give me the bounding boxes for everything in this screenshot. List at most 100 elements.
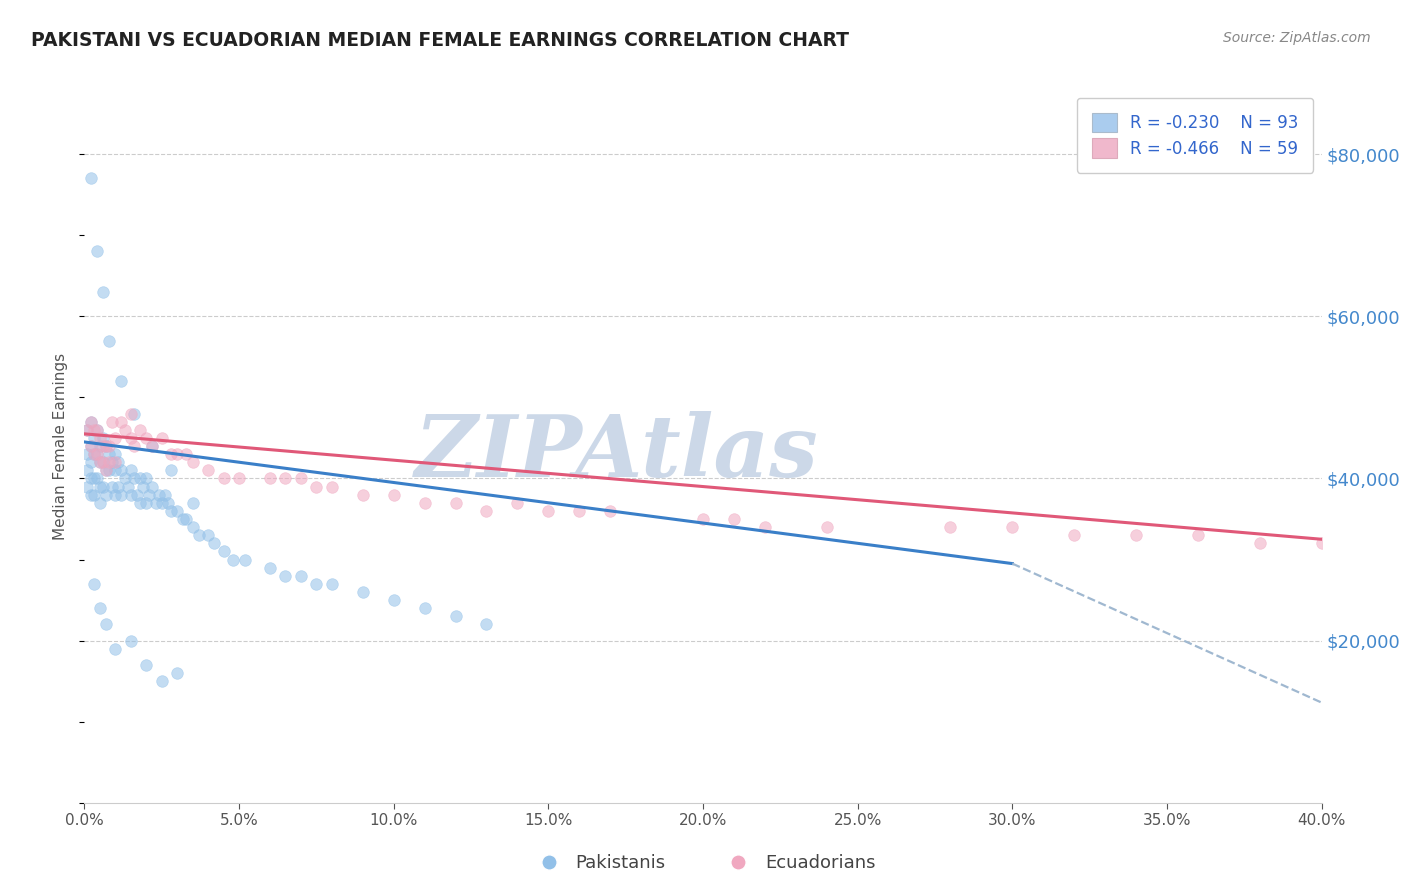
Point [94,439,117,453]
Point [104,463,127,477]
Point [1125,528,1147,542]
Point [104,641,127,656]
Point [166,504,188,518]
Point [444,609,467,624]
Point [939,520,962,534]
Point [172,512,194,526]
Point [321,577,343,591]
Point [274,568,297,582]
Point [114,471,136,485]
Point [156,496,179,510]
Point [141,439,163,453]
Point [122,439,145,453]
Point [86,244,108,259]
Point [86,471,108,485]
Point [79,488,101,502]
Point [222,552,245,566]
Point [132,479,155,493]
Point [135,471,157,485]
Point [114,423,136,437]
Point [110,488,132,502]
Point [1249,536,1271,550]
Point [568,504,591,518]
Text: PAKISTANI VS ECUADORIAN MEDIAN FEMALE EARNINGS CORRELATION CHART: PAKISTANI VS ECUADORIAN MEDIAN FEMALE EA… [31,31,849,50]
Point [79,415,101,429]
Point [129,423,152,437]
Point [506,496,529,510]
Point [150,674,173,689]
Point [91,455,114,469]
Point [259,560,281,574]
Point [197,528,219,542]
Point [83,577,105,591]
Point [259,471,281,485]
Point [83,488,105,502]
Point [129,496,152,510]
Point [120,407,142,421]
Point [160,463,183,477]
Point [91,455,114,469]
Point [76,447,98,461]
Point [444,496,467,510]
Point [537,504,560,518]
Legend: Pakistanis, Ecuadorians: Pakistanis, Ecuadorians [523,847,883,880]
Point [76,463,98,477]
Point [89,496,111,510]
Point [352,585,374,599]
Point [83,447,105,461]
Point [138,488,160,502]
Point [89,439,111,453]
Point [305,479,328,493]
Point [86,423,108,437]
Point [160,504,183,518]
Point [160,447,183,461]
Point [212,544,235,558]
Point [1310,536,1333,550]
Point [76,423,98,437]
Point [382,593,405,607]
Point [141,479,163,493]
Point [94,463,117,477]
Point [94,439,117,453]
Point [125,488,148,502]
Point [98,334,121,348]
Point [98,463,121,477]
Point [197,463,219,477]
Point [692,512,714,526]
Point [89,479,111,493]
Point [475,504,498,518]
Point [104,447,127,461]
Point [86,423,108,437]
Point [181,455,204,469]
Y-axis label: Median Female Earnings: Median Female Earnings [53,352,69,540]
Point [754,520,776,534]
Point [86,447,108,461]
Point [89,455,111,469]
Point [166,666,188,681]
Point [1063,528,1085,542]
Point [723,512,745,526]
Point [135,431,157,445]
Point [117,479,139,493]
Point [181,520,204,534]
Point [120,431,142,445]
Point [79,471,101,485]
Point [110,415,132,429]
Point [79,455,101,469]
Point [475,617,498,632]
Point [101,415,124,429]
Point [79,439,101,453]
Point [148,488,170,502]
Point [352,488,374,502]
Point [122,471,145,485]
Point [91,479,114,493]
Point [290,568,312,582]
Point [141,439,163,453]
Point [274,471,297,485]
Point [120,633,142,648]
Text: Source: ZipAtlas.com: Source: ZipAtlas.com [1223,31,1371,45]
Point [815,520,838,534]
Point [413,601,436,615]
Point [83,471,105,485]
Point [135,496,157,510]
